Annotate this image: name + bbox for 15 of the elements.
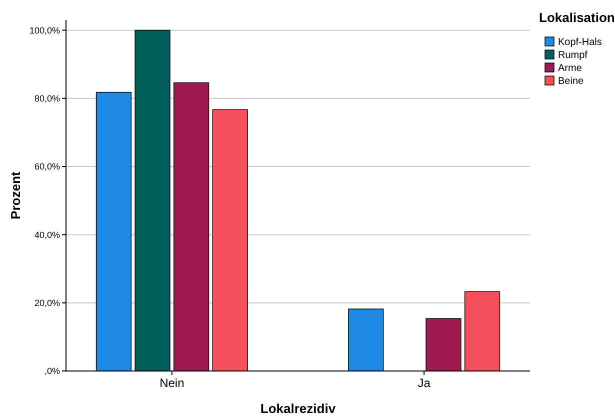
y-axis-title: Prozent (8, 170, 23, 220)
legend-title: Lokalisation (539, 10, 615, 25)
x-axis-title: Lokalrezidiv (260, 401, 336, 416)
x-tick-label: Nein (160, 376, 184, 390)
legend-label: Kopf-Hals (558, 37, 602, 48)
y-tick-label: 60,0% (34, 162, 60, 172)
legend-label: Rumpf (558, 50, 588, 61)
y-tick-label: 20,0% (34, 298, 60, 308)
y-tick-label: 100,0% (29, 25, 60, 36)
x-tick-label: Ja (418, 376, 431, 390)
legend-label: Arme (558, 63, 582, 74)
y-tick-label: ,0% (44, 366, 60, 376)
y-tick-label: 80,0% (34, 94, 60, 104)
y-tick-label: 40,0% (34, 230, 60, 240)
legend-label: Beine (558, 76, 584, 87)
